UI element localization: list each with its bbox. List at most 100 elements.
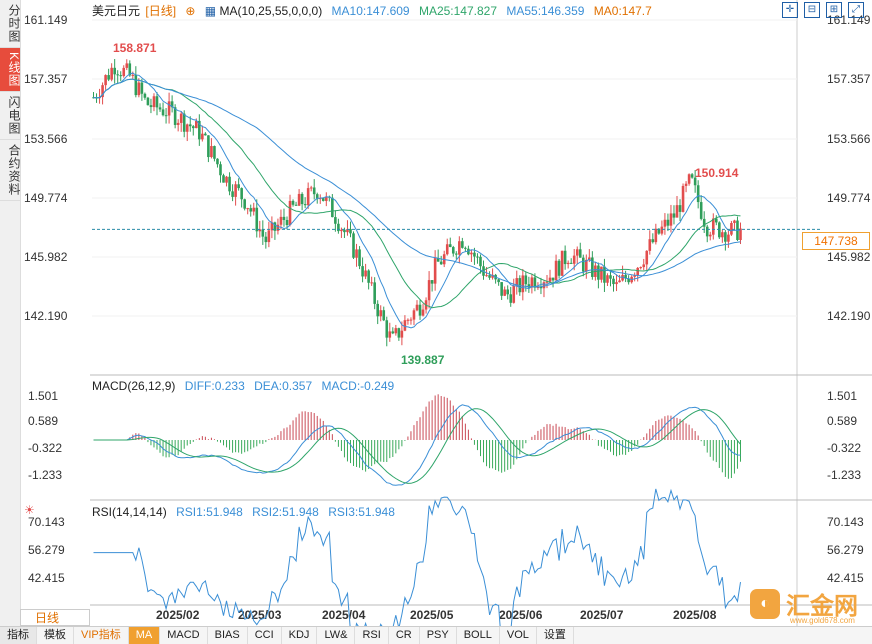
price-axis-label: 157.357 (827, 72, 871, 86)
price-axis-label-left: 161.149 (24, 13, 68, 27)
candle-body (696, 185, 700, 203)
vip-indicator-tab[interactable]: VIP指标 (74, 627, 129, 644)
candle-body (702, 218, 706, 227)
price-axis-label: 145.982 (827, 250, 871, 264)
macd-label: MACD(26,12,9) (92, 379, 176, 393)
candle-body (618, 280, 621, 283)
candle-body (445, 244, 449, 255)
candle-body (252, 207, 256, 212)
vol-tab[interactable]: VOL (500, 627, 537, 644)
macd-value: MACD:-0.249 (321, 379, 395, 393)
lw-tab[interactable]: LW& (317, 627, 356, 644)
x-axis-label: 2025/03 (238, 608, 282, 622)
candle-body (554, 260, 558, 281)
candle-body (621, 274, 624, 281)
tab-timeshare[interactable]: 分时图 (0, 0, 21, 48)
price-axis-label-left: 149.774 (24, 191, 68, 205)
candle-body (600, 266, 603, 280)
cci-tab[interactable]: CCI (248, 627, 282, 644)
zoom-in-icon[interactable]: ⊞ (826, 2, 842, 18)
candle-body (581, 257, 585, 272)
x-axis-label: 2025/06 (499, 608, 543, 622)
period-button[interactable]: 日线 (20, 609, 90, 626)
candle-body (624, 274, 627, 279)
macd-axis-label-left: 0.589 (28, 414, 58, 428)
boll-tab[interactable]: BOLL (457, 627, 500, 644)
candle-body (548, 277, 552, 282)
rsi-tab[interactable]: RSI (355, 627, 389, 644)
rsi-axis-label: 70.143 (827, 515, 864, 529)
psy-tab[interactable]: PSY (420, 627, 457, 644)
ma-params: MA(10,25,55,0,0,0) (219, 4, 323, 18)
candle-body (615, 282, 618, 285)
eye-icon[interactable]: ⊕ (185, 4, 196, 18)
candle-body (249, 208, 253, 212)
candle-body (439, 261, 443, 265)
kdj-tab[interactable]: KDJ (282, 627, 318, 644)
candle-body (406, 319, 410, 321)
candle-body (687, 174, 691, 184)
rsi-axis-label-left: 56.279 (28, 543, 65, 557)
candle-body (258, 229, 262, 232)
tab-contract-info[interactable]: 合约资料 (0, 140, 21, 202)
macd-diff: DIFF:0.233 (184, 379, 245, 393)
candle-body (134, 74, 138, 96)
candle-body (715, 218, 718, 223)
ma-tab[interactable]: MA (128, 627, 161, 644)
candle-body (318, 198, 322, 200)
candle-body (315, 194, 319, 200)
candle-body (276, 224, 280, 231)
tab-flash[interactable]: 闪电图 (0, 92, 21, 141)
candle-body (409, 319, 413, 321)
candle-body (128, 63, 132, 76)
candle-body (297, 193, 301, 206)
fullscreen-icon[interactable]: ⤢ (848, 2, 864, 18)
candle-body (210, 146, 213, 158)
ma-settings-icon[interactable]: ▦ (204, 4, 217, 18)
candle-body (270, 222, 274, 231)
macd-axis-label-left: -0.322 (28, 441, 62, 455)
candle-body (179, 113, 183, 123)
brand-logo: ◐ 汇金网 (750, 586, 858, 621)
tab-kline[interactable]: K线图 (0, 48, 21, 93)
candle-body (542, 282, 546, 289)
indicator-bar: 指标 模板 VIP指标 MA MACD BIAS CCI KDJ LW& RSI… (0, 626, 872, 644)
candle-body (255, 207, 259, 232)
cr-tab[interactable]: CR (389, 627, 420, 644)
candle-body (473, 252, 476, 257)
low-annotation: 139.887 (401, 353, 445, 367)
rsi2-value: RSI2:51.948 (252, 505, 319, 519)
macd-tab[interactable]: MACD (160, 627, 208, 644)
rsi-axis-label-left: 70.143 (28, 515, 65, 529)
crosshair-icon[interactable]: ✛ (782, 2, 798, 18)
candle-body (125, 63, 129, 68)
brand-name: 汇金网 (786, 593, 858, 620)
period-label: [日线] (145, 4, 177, 18)
template-tab[interactable]: 模板 (37, 627, 74, 644)
candle-body (240, 188, 243, 200)
candle-body (458, 241, 461, 255)
candle-body (421, 309, 425, 316)
indicator-tab[interactable]: 指标 (0, 627, 37, 644)
ma0-value: MA0:147.7 (593, 4, 652, 18)
candle-body (551, 277, 555, 281)
zoom-out-icon[interactable]: ⊟ (804, 2, 820, 18)
ma10-value: MA10:147.609 (331, 4, 410, 18)
bias-tab[interactable]: BIAS (208, 627, 248, 644)
candle-body (455, 253, 458, 255)
candle-body (636, 267, 639, 276)
candle-body (358, 249, 361, 267)
kline-chart[interactable]: 161.149 161.149 157.357 157.357 153.566 153.5… (20, 0, 872, 644)
candle-body (379, 310, 383, 317)
macd-dea-line (93, 408, 741, 484)
candle-body (727, 234, 730, 242)
candle-body (397, 328, 401, 338)
candle-body (216, 158, 219, 165)
sun-icon[interactable]: ☀ (24, 503, 35, 517)
candle-body (394, 328, 398, 334)
price-axis-label: 161.149 (827, 13, 871, 27)
settings-tab[interactable]: 设置 (537, 627, 574, 644)
candle-body (155, 96, 159, 108)
candle-body (149, 105, 153, 108)
macd-legend: MACD(26,12,9) DIFF:0.233 DEA:0.357 MACD:… (92, 379, 400, 393)
